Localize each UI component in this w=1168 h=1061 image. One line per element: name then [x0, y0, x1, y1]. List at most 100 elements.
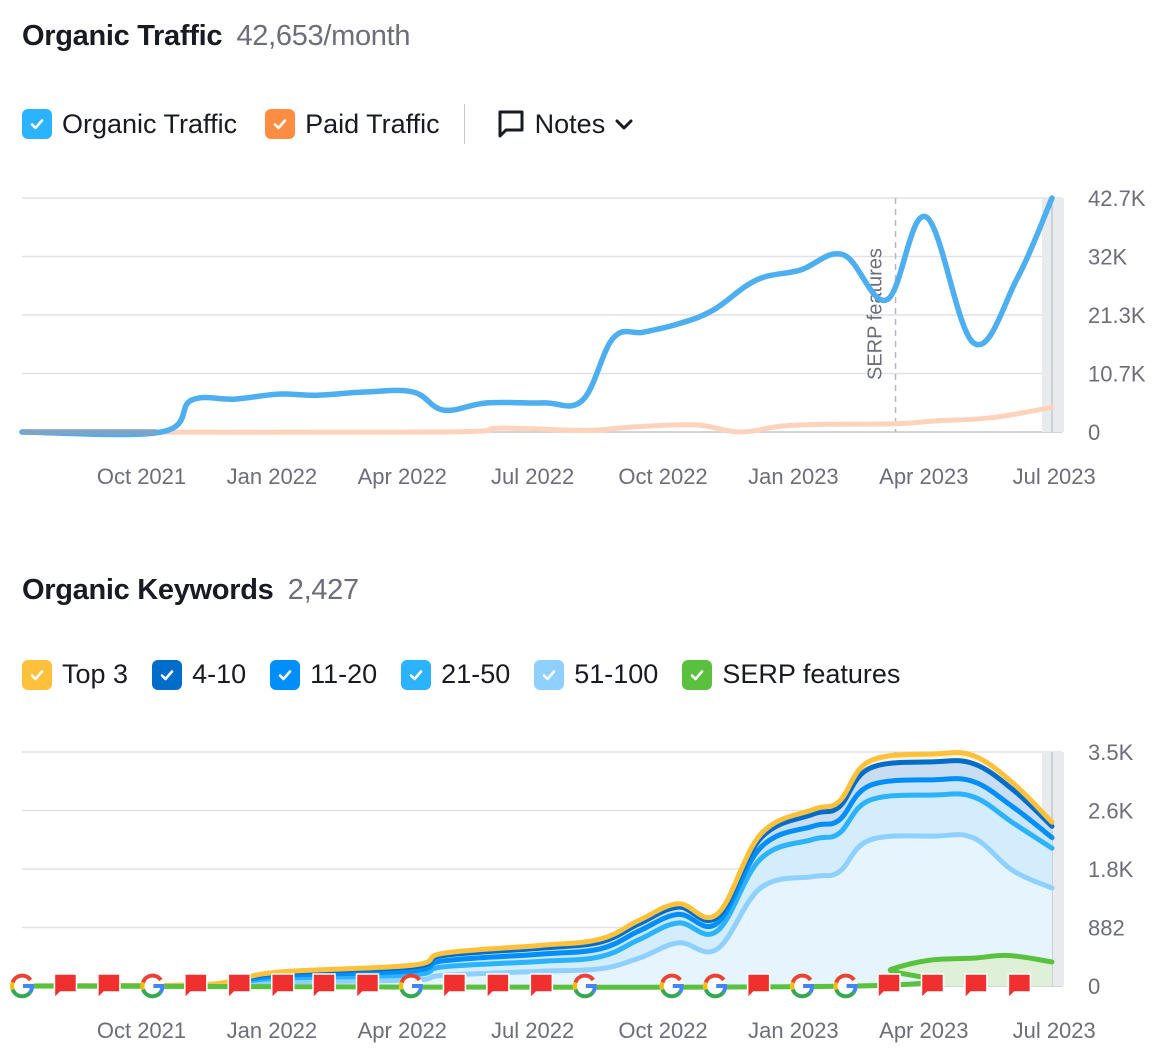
y-tick-label: 1.8K	[1088, 857, 1134, 882]
google-update-icon[interactable]	[572, 973, 597, 999]
legend-serp-features[interactable]: SERP features	[682, 659, 900, 690]
note-flag-icon[interactable]	[746, 973, 771, 1000]
organic-traffic-point	[411, 390, 415, 394]
line-top-3	[19, 750, 1055, 989]
chevron-down-icon	[615, 119, 633, 130]
x-tick-label: Jan 2022	[227, 1018, 318, 1043]
google-update-icon[interactable]	[833, 973, 858, 999]
organic-traffic-point	[1050, 196, 1054, 200]
legend-checkbox[interactable]	[22, 659, 52, 690]
y-tick-label: 0	[1088, 974, 1100, 999]
google-blue	[23, 984, 34, 994]
google-update-icon[interactable]	[703, 973, 728, 999]
legend-label: 21-50	[441, 659, 511, 689]
google-red	[703, 973, 726, 984]
legend-51-100[interactable]: 51-100	[534, 659, 658, 690]
google-yellow	[399, 981, 404, 991]
google-blue	[846, 984, 858, 994]
x-tick-label: Jan 2023	[748, 1018, 839, 1043]
google-red	[399, 973, 422, 984]
google-update-icon[interactable]	[10, 973, 34, 999]
keywords-chart: 0 882 1.8K 2.6K 3.5K Oct 2021 Jan 2022 Apr 2022…	[10, 740, 1134, 1043]
area-21-50	[22, 793, 1052, 986]
annotation-label: SERP features	[865, 248, 887, 380]
legend-4-10[interactable]: 4-10	[152, 659, 246, 690]
check-icon	[273, 119, 287, 130]
area-51-100	[22, 834, 1052, 986]
legend-paid-traffic[interactable]: Paid Traffic	[265, 109, 440, 140]
check-icon	[278, 669, 292, 680]
note-flag-icon[interactable]	[964, 973, 988, 1000]
google-update-icon[interactable]	[140, 973, 165, 999]
notes-dropdown[interactable]: Notes	[495, 108, 636, 140]
x-tick-label: Jul 2022	[491, 464, 574, 489]
note-flag-icon[interactable]	[184, 973, 208, 1000]
y-tick-label: 32K	[1088, 245, 1127, 270]
series-organic-traffic-line	[19, 195, 1055, 438]
organic-traffic-point	[20, 430, 24, 434]
note-flag-icon[interactable]	[97, 973, 121, 1000]
note-flag-icon[interactable]	[1007, 973, 1032, 1000]
note-flag-icon[interactable]	[355, 973, 380, 1000]
google-update-icon[interactable]	[659, 973, 684, 999]
y-tick-label: 42.7K	[1088, 186, 1146, 211]
organic-traffic-point	[972, 341, 976, 345]
note-flag-icon[interactable]	[529, 973, 554, 1000]
x-tick-label: Jul 2022	[491, 1018, 574, 1043]
legend-checkbox[interactable]	[534, 659, 565, 690]
google-yellow	[140, 981, 146, 991]
organic-traffic-point	[798, 268, 802, 272]
x-tick-label: Oct 2021	[97, 1018, 186, 1043]
x-tick-label: Oct 2021	[97, 464, 186, 489]
x-tick-label: Apr 2022	[358, 464, 447, 489]
google-yellow	[659, 981, 665, 991]
organic-traffic-point	[611, 336, 615, 340]
organic-traffic-point	[542, 401, 546, 405]
note-flag-icon[interactable]	[227, 973, 252, 1000]
google-update-icon[interactable]	[790, 973, 815, 999]
checkbox-paid-traffic[interactable]	[265, 109, 296, 139]
google-update-icon[interactable]	[398, 973, 423, 999]
note-flag-icon[interactable]	[877, 973, 901, 1000]
organic-traffic-point	[363, 390, 367, 394]
legend-checkbox[interactable]	[270, 659, 301, 690]
legend-21-50[interactable]: 21-50	[401, 659, 510, 690]
google-yellow	[790, 981, 795, 991]
line-serp-features	[19, 952, 1055, 990]
organic-traffic-point	[276, 392, 280, 396]
google-yellow	[572, 981, 578, 991]
organic-traffic-point	[485, 401, 489, 405]
legend-11-20[interactable]: 11-20	[270, 659, 377, 690]
notes-label: Notes	[534, 108, 606, 139]
legend-top-3[interactable]: Top 3	[22, 659, 128, 690]
checkbox-organic-traffic[interactable]	[22, 109, 52, 139]
legend-checkbox[interactable]	[152, 659, 183, 690]
organic-traffic-point	[711, 308, 715, 312]
google-green	[790, 988, 812, 999]
note-flag-shape	[271, 973, 295, 1000]
google-green	[660, 988, 682, 999]
x-tick-label: Apr 2023	[879, 464, 968, 489]
note-flag-icon[interactable]	[312, 973, 336, 1000]
legend-checkbox[interactable]	[682, 659, 713, 690]
organic-traffic-point	[641, 330, 645, 334]
legend-checkbox[interactable]	[401, 659, 432, 690]
traffic-title: Organic Traffic	[22, 20, 223, 52]
keywords-value: 2,427	[287, 574, 359, 606]
google-red	[660, 973, 682, 984]
google-blue	[672, 984, 684, 994]
google-red	[573, 973, 595, 984]
x-tick-label: Apr 2023	[879, 1018, 968, 1043]
note-flag-icon[interactable]	[271, 973, 295, 1000]
note-flag-icon[interactable]	[920, 973, 945, 1000]
google-green	[703, 988, 725, 999]
keywords-legend: Top 3 4-10 11-20 21-50 51-100 SERP features	[22, 659, 924, 690]
check-icon	[691, 669, 704, 680]
note-flag-icon[interactable]	[442, 973, 467, 1000]
legend-organic-traffic[interactable]: Organic Traffic	[22, 109, 237, 140]
note-flag-icon[interactable]	[53, 973, 78, 1000]
note-flag-icon[interactable]	[486, 973, 510, 1000]
google-green	[834, 988, 856, 999]
organic-traffic-point	[1015, 276, 1019, 280]
note-flag-shape	[53, 973, 78, 1000]
